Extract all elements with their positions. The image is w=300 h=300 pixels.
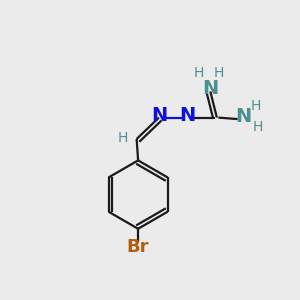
Text: H: H	[253, 120, 263, 134]
Text: H: H	[250, 99, 261, 113]
Text: N: N	[151, 106, 167, 125]
Text: Br: Br	[127, 238, 149, 256]
Text: H: H	[118, 130, 128, 145]
Text: H: H	[194, 66, 204, 80]
Text: N: N	[235, 107, 251, 126]
Text: H: H	[214, 66, 224, 80]
Text: N: N	[202, 79, 218, 98]
Text: N: N	[179, 106, 195, 125]
